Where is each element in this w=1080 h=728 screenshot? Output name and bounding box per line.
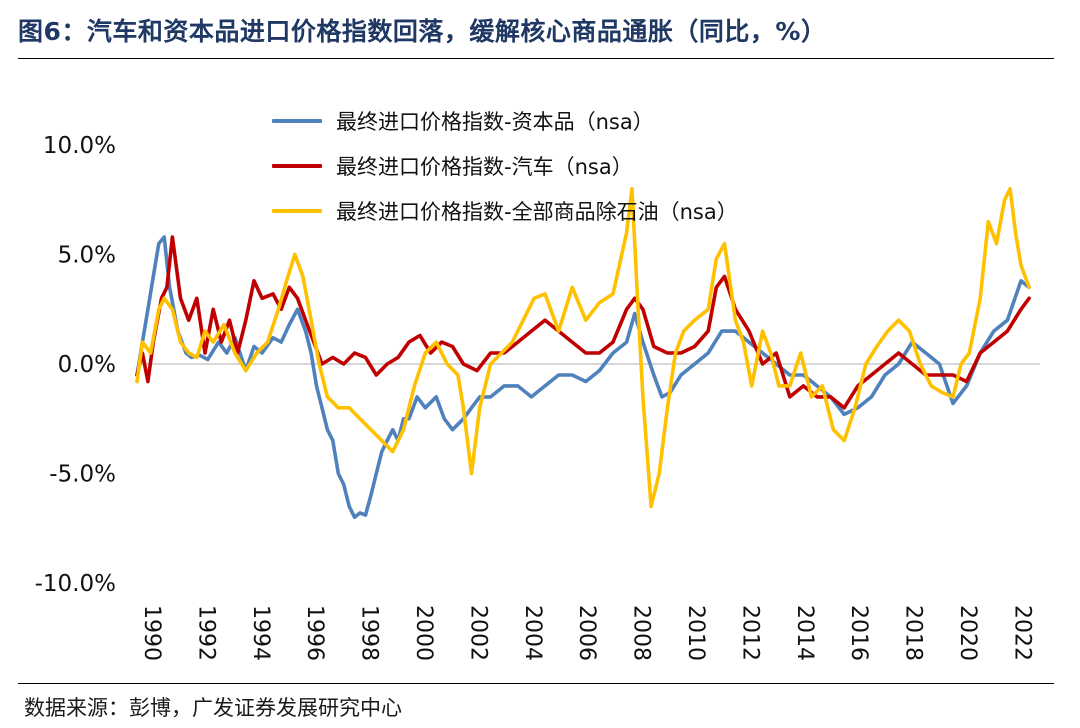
x-tick-label: 2014 (792, 605, 817, 661)
series-line-capital-goods (135, 235, 1031, 520)
legend-label-autos: 最终进口价格指数-汽车（nsa） (336, 154, 633, 179)
x-tick-label: 1994 (248, 605, 273, 661)
legend-item-capital-goods: 最终进口价格指数-资本品（nsa） (272, 98, 738, 143)
y-tick-label: -10.0% (35, 571, 116, 597)
x-tick-label: 2022 (1009, 605, 1034, 661)
chart-legend: 最终进口价格指数-资本品（nsa） 最终进口价格指数-汽车（nsa） 最终进口价… (272, 98, 738, 233)
y-tick-label: -5.0% (49, 462, 116, 488)
chart-title: 图6：汽车和资本品进口价格指数回落，缓解核心商品通胀（同比，%） (18, 17, 827, 46)
series-line-autos (135, 235, 1031, 410)
x-tick-label: 2006 (574, 605, 599, 661)
legend-label-ex-oil: 最终进口价格指数-全部商品除石油（nsa） (336, 199, 738, 224)
legend-item-autos: 最终进口价格指数-汽车（nsa） (272, 143, 738, 188)
x-tick-label: 2004 (520, 605, 545, 661)
legend-swatch-capital-goods (272, 118, 322, 123)
legend-swatch-autos (272, 163, 322, 168)
x-tick-label: 1998 (357, 605, 382, 661)
x-tick-label: 1990 (139, 605, 164, 661)
x-tick-label: 1992 (193, 605, 218, 661)
title-rule (18, 58, 1054, 59)
x-tick-label: 2000 (411, 605, 436, 661)
footer-rule (18, 683, 1054, 684)
legend-item-ex-oil: 最终进口价格指数-全部商品除石油（nsa） (272, 188, 738, 233)
chart-series (135, 187, 1031, 520)
x-tick-label: 2016 (846, 605, 871, 661)
x-tick-label: 2012 (737, 605, 762, 661)
y-tick-label: 0.0% (58, 352, 116, 378)
legend-swatch-ex-oil (272, 208, 322, 213)
legend-label-capital-goods: 最终进口价格指数-资本品（nsa） (336, 109, 654, 134)
x-tick-label: 2020 (955, 605, 980, 661)
source-note: 数据来源：彭博，广发证券发展研究中心 (24, 696, 402, 720)
x-tick-label: 2010 (683, 605, 708, 661)
series-line-ex-oil (135, 187, 1031, 509)
y-tick-label: 5.0% (58, 243, 116, 269)
x-tick-label: 2002 (465, 605, 490, 661)
x-tick-label: 1996 (302, 605, 327, 661)
x-tick-label: 2018 (901, 605, 926, 661)
x-tick-label: 2008 (629, 605, 654, 661)
y-tick-label: 10.0% (43, 133, 116, 159)
chart-axes: -10.0% -5.0% 0.0% 5.0% 10.0% 1990 1992 1994 1996… (35, 133, 1040, 661)
line-chart: -10.0% -5.0% 0.0% 5.0% 10.0% 1990 1992 1994 1996… (35, 133, 1040, 661)
